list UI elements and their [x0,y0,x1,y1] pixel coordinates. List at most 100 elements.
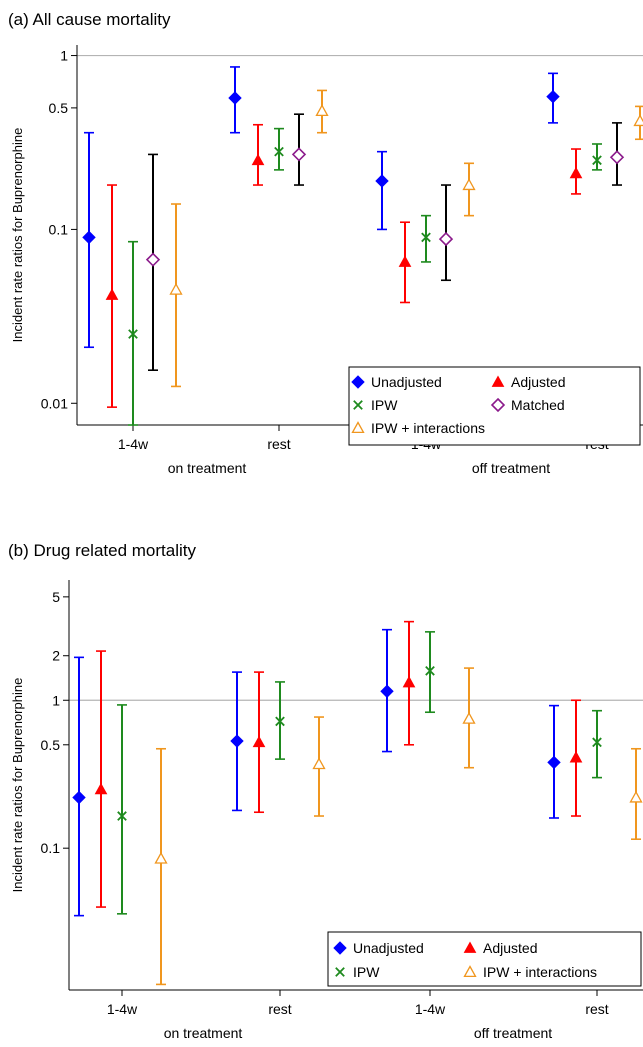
ipw-marker-0-stroke-2 [128,329,138,339]
legend-label-4: IPW + interactions [371,420,485,436]
legend-label-1: Adjusted [511,374,565,390]
unadjusted-point-1 [230,671,244,812]
legend-marker-2-stroke-2 [353,400,363,410]
unadjusted-marker-0 [82,230,96,245]
ipw-interactions-marker-2 [462,178,476,191]
unadjusted-point-1 [228,66,242,134]
matched-marker-2 [438,231,454,247]
y-tick-label-0: 1 [60,48,68,64]
ipw-interactions-marker-2 [462,711,476,724]
adjusted-point-0 [94,650,108,908]
adjusted-marker-3 [569,166,583,179]
legend-label-2: IPW [353,964,380,980]
ipw-interactions-marker-3 [629,790,643,803]
panel-b-title: (b) Drug related mortality [8,541,197,560]
ipw-marker-3 [592,155,602,166]
ipw-interactions-point-1 [312,716,326,817]
x-group-label-1: off treatment [472,460,550,476]
legend-label-0: Unadjusted [371,374,442,390]
x-tick-label-3: rest [585,1001,608,1017]
ipw-point-0 [128,240,138,426]
legend-marker-3 [490,397,506,413]
ipw-point-3 [592,143,602,171]
ipw-marker-2 [425,666,435,676]
ipw-interactions-marker-1 [312,757,326,770]
legend-label-3: Matched [511,397,565,413]
unadjusted-marker-2 [375,174,389,188]
adjusted-point-2 [398,221,412,304]
legend-marker-1 [491,375,505,387]
chart-b-legend: Unadjusted Adjusted IPW IPW + interactions [327,931,642,987]
legend-marker-4 [351,421,365,434]
ipw-point-1 [275,681,285,760]
adjusted-marker-1 [252,735,266,748]
ipw-marker-3 [592,737,602,748]
ipw-marker-2-stroke-2 [425,666,435,676]
chart-a-legend: Unadjusted Adjusted IPW Matched IPW + intera… [348,366,641,446]
adjusted-point-3 [569,148,583,195]
ipw-marker-1-stroke-2 [274,146,284,157]
unadjusted-marker-1 [230,734,244,748]
unadjusted-marker-3 [546,89,560,104]
ipw-point-0 [117,704,127,915]
y-tick-label-1: 0.5 [49,100,69,116]
x-group-label-1: off treatment [474,1025,552,1041]
y-tick-label-3: 0.5 [41,737,61,753]
legend-box [327,931,642,987]
y-tick-label-0: 5 [52,589,60,605]
ipw-point-2 [421,214,431,263]
ipw-marker-3-stroke-2 [592,737,602,748]
ipw-interactions-point-2 [462,667,476,769]
chart-a-marks [82,66,643,426]
ipw-marker-1 [274,146,284,157]
legend-label-3: IPW + interactions [483,964,597,980]
matched-point-0 [145,153,161,371]
ipw-marker-2 [421,232,431,243]
adjusted-marker-2 [402,675,416,688]
y-tick-label-1: 2 [52,648,60,664]
adjusted-point-1 [251,123,265,186]
ipw-marker-1 [275,716,285,727]
unadjusted-point-2 [375,150,389,231]
ipw-interactions-point-3 [629,747,643,841]
y-tick-label-4: 0.1 [41,840,61,856]
y-tick-label-3: 0.01 [41,395,68,411]
unadjusted-point-3 [546,72,560,124]
unadjusted-point-0 [82,131,96,349]
x-group-label-0: on treatment [164,1025,243,1041]
ipw-marker-3-stroke-2 [592,155,602,166]
x-tick-label-1: rest [268,1001,291,1017]
matched-point-1 [291,113,307,186]
adjusted-point-3 [569,699,583,817]
legend-marker-1 [463,941,477,953]
chart-a: 1 0.5 0.1 0.01 Incident rate ratios for Bupr… [10,45,643,476]
x-tick-label-0: 1-4w [118,436,149,452]
legend-marker-2 [353,400,363,410]
legend-label-0: Unadjusted [353,940,424,956]
matched-point-2 [438,184,454,282]
chart-b-axes: 5 2 1 0.5 0.1 Incident rate ratios for Bupren… [10,580,643,1041]
y-axis-label: Incident rate ratios for Buprenorphine [10,128,25,343]
y-tick-label-2: 0.1 [49,221,69,237]
matched-marker-0 [145,252,161,267]
legend-marker-2-stroke-2 [335,967,345,977]
adjusted-marker-0 [94,782,108,795]
ipw-interactions-point-0 [169,203,183,388]
matched-marker-3 [609,150,625,165]
ipw-marker-0 [117,811,127,821]
matched-point-3 [609,122,625,186]
unadjusted-marker-2 [380,684,394,698]
unadjusted-marker-0 [72,790,86,805]
adjusted-marker-2 [398,255,412,267]
unadjusted-marker-3 [547,755,561,770]
adjusted-marker-1 [251,153,265,166]
adjusted-point-1 [252,671,266,814]
unadjusted-point-3 [547,704,561,819]
x-tick-label-0: 1-4w [107,1001,138,1017]
legend-marker-0 [333,941,347,955]
legend-marker-2 [335,967,345,977]
legend-marker-0 [351,375,365,389]
adjusted-marker-3 [569,751,583,763]
ipw-point-1 [274,127,284,171]
